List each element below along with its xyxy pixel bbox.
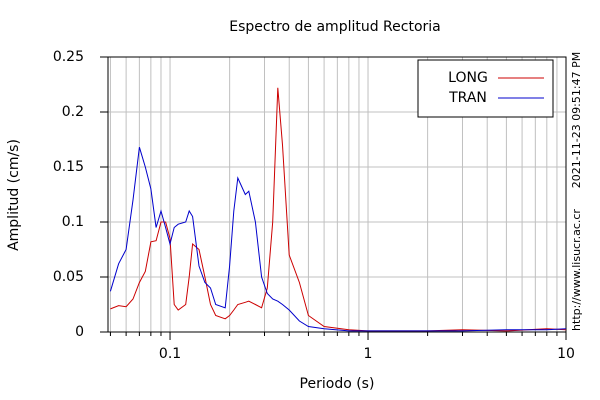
legend-label: LONG xyxy=(448,70,488,86)
y-tick-label: 0.05 xyxy=(53,269,84,285)
y-tick-label: 0.25 xyxy=(53,49,84,65)
legend-box xyxy=(417,59,554,118)
x-tick-label: 1 xyxy=(364,346,373,362)
side-annotation: 2021-11-23 09:51:47 PM xyxy=(570,52,583,188)
x-axis-label: Periodo (s) xyxy=(300,376,375,392)
series-line xyxy=(109,147,567,332)
y-tick-label: 0.1 xyxy=(62,214,84,230)
y-axis-label: Amplitud (cm/s) xyxy=(6,139,22,251)
plot-frame xyxy=(107,56,567,333)
chart-title: Espectro de amplitud Rectoria xyxy=(229,19,441,35)
x-tick-label: 10 xyxy=(557,346,575,362)
series-line xyxy=(110,87,567,332)
side-annotation: http://www.lisucr.ac.cr xyxy=(570,209,583,331)
legend-label: TRAN xyxy=(448,90,487,106)
y-tick-label: 0.15 xyxy=(53,159,84,175)
y-tick-label: 0 xyxy=(75,324,84,340)
y-tick-label: 0.2 xyxy=(62,104,84,120)
x-tick-label: 0.1 xyxy=(159,346,181,362)
